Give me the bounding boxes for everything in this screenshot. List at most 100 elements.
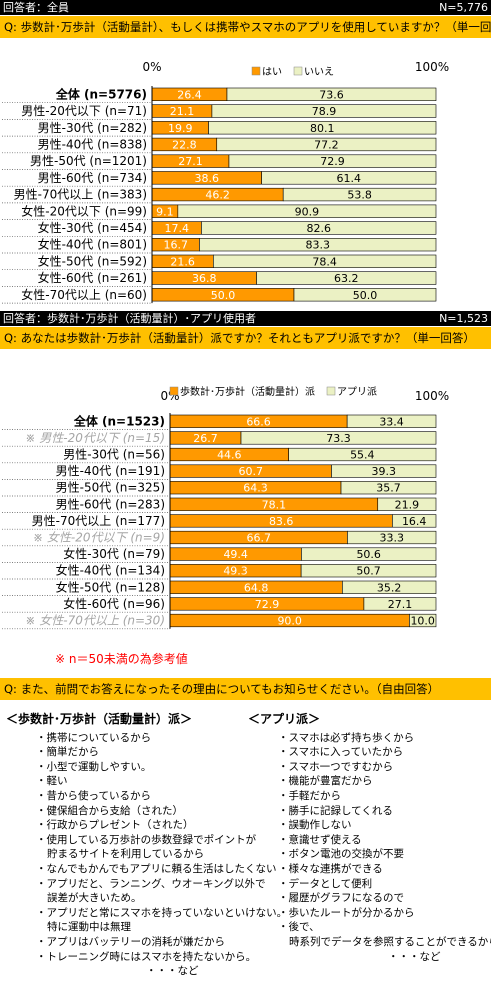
reason-item: 健保組合から支給（された） (36, 804, 287, 819)
bar-segment (211, 104, 437, 118)
bar-segment (347, 530, 437, 545)
category-label: 女性-50代 (n=128) (56, 579, 165, 594)
bar-segment (300, 564, 437, 578)
data-label: 61.4 (337, 172, 362, 185)
data-label: 35.7 (376, 482, 401, 495)
data-label: 82.6 (306, 222, 331, 235)
category-label: 全体 (n=1523) (73, 413, 165, 428)
axis-max-label: 100% (415, 60, 449, 74)
category-label: 男性-30代 (n=56) (63, 448, 165, 462)
category-label: 女性-60代 (n=261) (38, 270, 147, 285)
category-label: 男性-70代以上 (n=177) (32, 514, 165, 528)
bar-segment (213, 254, 437, 268)
reason-item: 使用している万歩計の歩数登録でポイントが (36, 833, 287, 848)
data-label: 50.0 (211, 289, 236, 302)
legend-label: いいえ (304, 66, 334, 78)
data-label: 22.8 (172, 138, 197, 151)
reason-item: 誤動作しない (278, 818, 491, 833)
data-label: 83.6 (269, 515, 294, 528)
reason-item: データとして便利 (278, 877, 491, 892)
section2-header: 回答者：歩数計･万歩計（活動量計）･アプリ使用者 N=1,523 (0, 311, 491, 326)
data-label: 26.7 (193, 432, 218, 445)
reason-item: 貯まるサイトを利用しているから (47, 848, 205, 861)
data-label: 26.4 (177, 88, 202, 101)
bar-segment (228, 154, 437, 168)
bar-segment (261, 171, 437, 185)
category-label: 男性-40代 (n=838) (38, 137, 147, 151)
data-label: 66.7 (246, 532, 271, 545)
legend-label: はい (262, 66, 282, 78)
data-label: 33.4 (379, 415, 404, 428)
reason-item: アプリだと常にスマホを持っていないといけない。 (36, 906, 288, 921)
data-label: 17.4 (164, 222, 189, 235)
data-label: 16.4 (402, 515, 427, 528)
data-label: 55.4 (350, 449, 375, 462)
reason-item: ・・・など (388, 950, 441, 963)
reason-item: スマホに入っていたから (278, 745, 491, 760)
bar-segment (346, 414, 437, 428)
pedometer-reasons-list: 携帯についているから簡単だから小型で運動しやすい。軽い昔から使っているから健保組… (36, 731, 288, 979)
bar-segment (288, 447, 437, 462)
data-label: 77.2 (314, 138, 339, 151)
data-label: 83.3 (305, 239, 330, 252)
data-label: 64.3 (243, 482, 268, 495)
data-label: 50.6 (356, 548, 381, 561)
category-label: 男性-20代以下 (n=71) (21, 104, 147, 118)
category-label: ※ 女性-20代以下 (n=9) (33, 531, 165, 545)
data-label: 63.2 (334, 272, 359, 285)
bar-segment (199, 238, 437, 252)
category-label: 女性-70代以上 (n=60) (21, 287, 147, 302)
data-label: 49.3 (223, 565, 248, 578)
reason-item: 誤差が大きいため。 (47, 892, 142, 905)
category-label: 女性-20代以下 (n=99) (21, 203, 147, 218)
data-label: 90.0 (277, 615, 302, 628)
reason-item: 軽い (36, 774, 287, 789)
question-3: Q: また、前問でお答えになったその理由についてもお知らせください。（自由回答） (0, 678, 491, 700)
category-label: 女性-40代 (n=801) (38, 237, 147, 252)
bar-segment (240, 431, 437, 445)
category-label: 女性-50代 (n=592) (38, 253, 147, 268)
data-label: 66.6 (246, 415, 271, 428)
category-label: 男性-50代 (n=1201) (30, 154, 147, 168)
bar-segment (340, 481, 437, 495)
reason-item: 後で、 (278, 920, 491, 935)
reason-item: 携帯についているから (36, 731, 287, 746)
data-label: 9.1 (156, 205, 174, 218)
reason-item: スマホは必ず持ち歩くから (278, 731, 491, 746)
data-label: 90.9 (295, 205, 320, 218)
data-label: 50.7 (356, 565, 381, 578)
question-1: Q: 歩数計･万歩計（活動量計）、もしくは携帯やスマホのアプリを使用していますか… (0, 16, 491, 38)
reason-item: 歩いたルートが分かるから (278, 906, 491, 921)
legend-label: アプリ派 (337, 386, 377, 398)
data-label: 21.1 (170, 105, 195, 118)
reason-item: トレーニング時にはスマホを持たないから。 (36, 950, 287, 965)
reference-note: ※ n＝50未満の為参考値 (55, 652, 188, 666)
reason-item: アプリはバッテリーの消耗が嫌だから (36, 935, 287, 950)
category-label: 男性-60代 (n=734) (38, 171, 147, 185)
respondents-label: 回答者：全員 (3, 1, 69, 14)
data-label: 16.7 (163, 239, 188, 252)
data-label: 38.6 (195, 172, 220, 185)
question-2-text: Q: あなたは歩数計･万歩計（活動量計）派ですか？それともアプリ派ですか？（単一… (4, 331, 475, 345)
data-label: 39.3 (371, 465, 396, 478)
bar-segment (392, 514, 437, 528)
reason-item: ・・・など (146, 965, 199, 978)
data-label: 72.9 (320, 155, 345, 168)
legend-swatch (326, 386, 336, 396)
data-label: 50.0 (353, 289, 378, 302)
data-label: 64.8 (244, 581, 269, 594)
bar-segment (282, 187, 437, 202)
bar-segment (208, 121, 437, 135)
bar-segment (201, 221, 437, 235)
legend-label: 歩数計･万歩計（活動量計）派 (180, 385, 315, 398)
data-label: 78.4 (312, 255, 337, 268)
category-label: 男性-30代 (n=282) (38, 121, 147, 135)
data-label: 78.1 (262, 498, 287, 511)
category-label: 女性-30代 (n=454) (38, 220, 147, 235)
legend-swatch (293, 66, 303, 76)
category-label: 女性-30代 (n=79) (63, 546, 165, 561)
reason-item: 昔から使っているから (36, 789, 287, 804)
axis-max-label: 100% (415, 389, 449, 403)
bar-segment (293, 288, 437, 302)
